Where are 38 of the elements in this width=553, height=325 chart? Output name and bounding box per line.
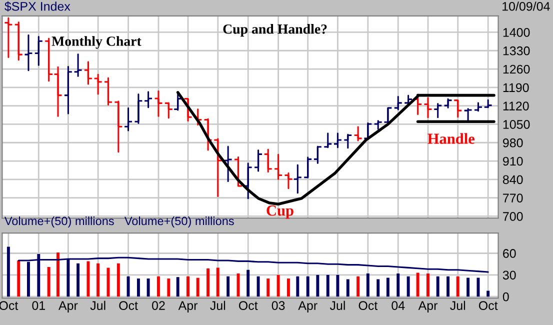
x-tick-label: Jul — [210, 300, 226, 310]
y-tick-label: 770 — [503, 194, 523, 202]
y-tick-label: 1120 — [503, 102, 529, 110]
x-tick-label: Oct — [358, 301, 378, 310]
x-tick-label: Oct — [119, 301, 138, 310]
y-tick-label: 1190 — [503, 83, 529, 92]
annotation: Monthly Chart — [52, 36, 142, 49]
x-tick-label: 04 — [392, 301, 405, 310]
x-tick-label: Apr — [418, 301, 438, 312]
y-tick-label: 910 — [503, 156, 523, 166]
x-tick-label: 02 — [152, 301, 165, 310]
x-tick-label: Apr — [58, 301, 78, 312]
y-tick-label: 1260 — [503, 64, 530, 74]
x-tick-label: Jul — [330, 300, 345, 310]
chart-title: $SPX Index — [4, 1, 70, 12]
x-tick-label: 03 — [272, 301, 285, 310]
x-tick-label: Jul — [90, 300, 106, 310]
x-tick-label: Apr — [178, 301, 198, 312]
x-tick-label: Apr — [298, 301, 318, 312]
y-tick-label: 1050 — [503, 120, 530, 129]
y-tick-label: 840 — [502, 175, 523, 184]
annotation: Volume+(50) millions — [4, 216, 114, 228]
y-tick-label: 30 — [502, 270, 516, 280]
annotation: Handle — [428, 133, 475, 144]
y-tick-label: 1330 — [503, 46, 530, 56]
x-tick-label: Oct — [478, 301, 498, 310]
y-tick-label: 0 — [502, 292, 509, 302]
y-tick-label: 1400 — [503, 28, 530, 37]
y-tick-label: 980 — [503, 138, 523, 148]
annotation: Cup — [266, 205, 294, 219]
x-tick-label: Jul — [450, 300, 466, 310]
text: 10/09/04 — [502, 2, 550, 11]
x-tick-label: Oct — [238, 301, 258, 310]
y-tick-label: 60 — [503, 249, 516, 258]
annotation: Volume+(50) millions — [124, 216, 234, 228]
y-tick-label: 700 — [503, 212, 523, 221]
annotation: Cup and Handle? — [223, 24, 327, 37]
x-tick-label: 01 — [32, 301, 45, 310]
